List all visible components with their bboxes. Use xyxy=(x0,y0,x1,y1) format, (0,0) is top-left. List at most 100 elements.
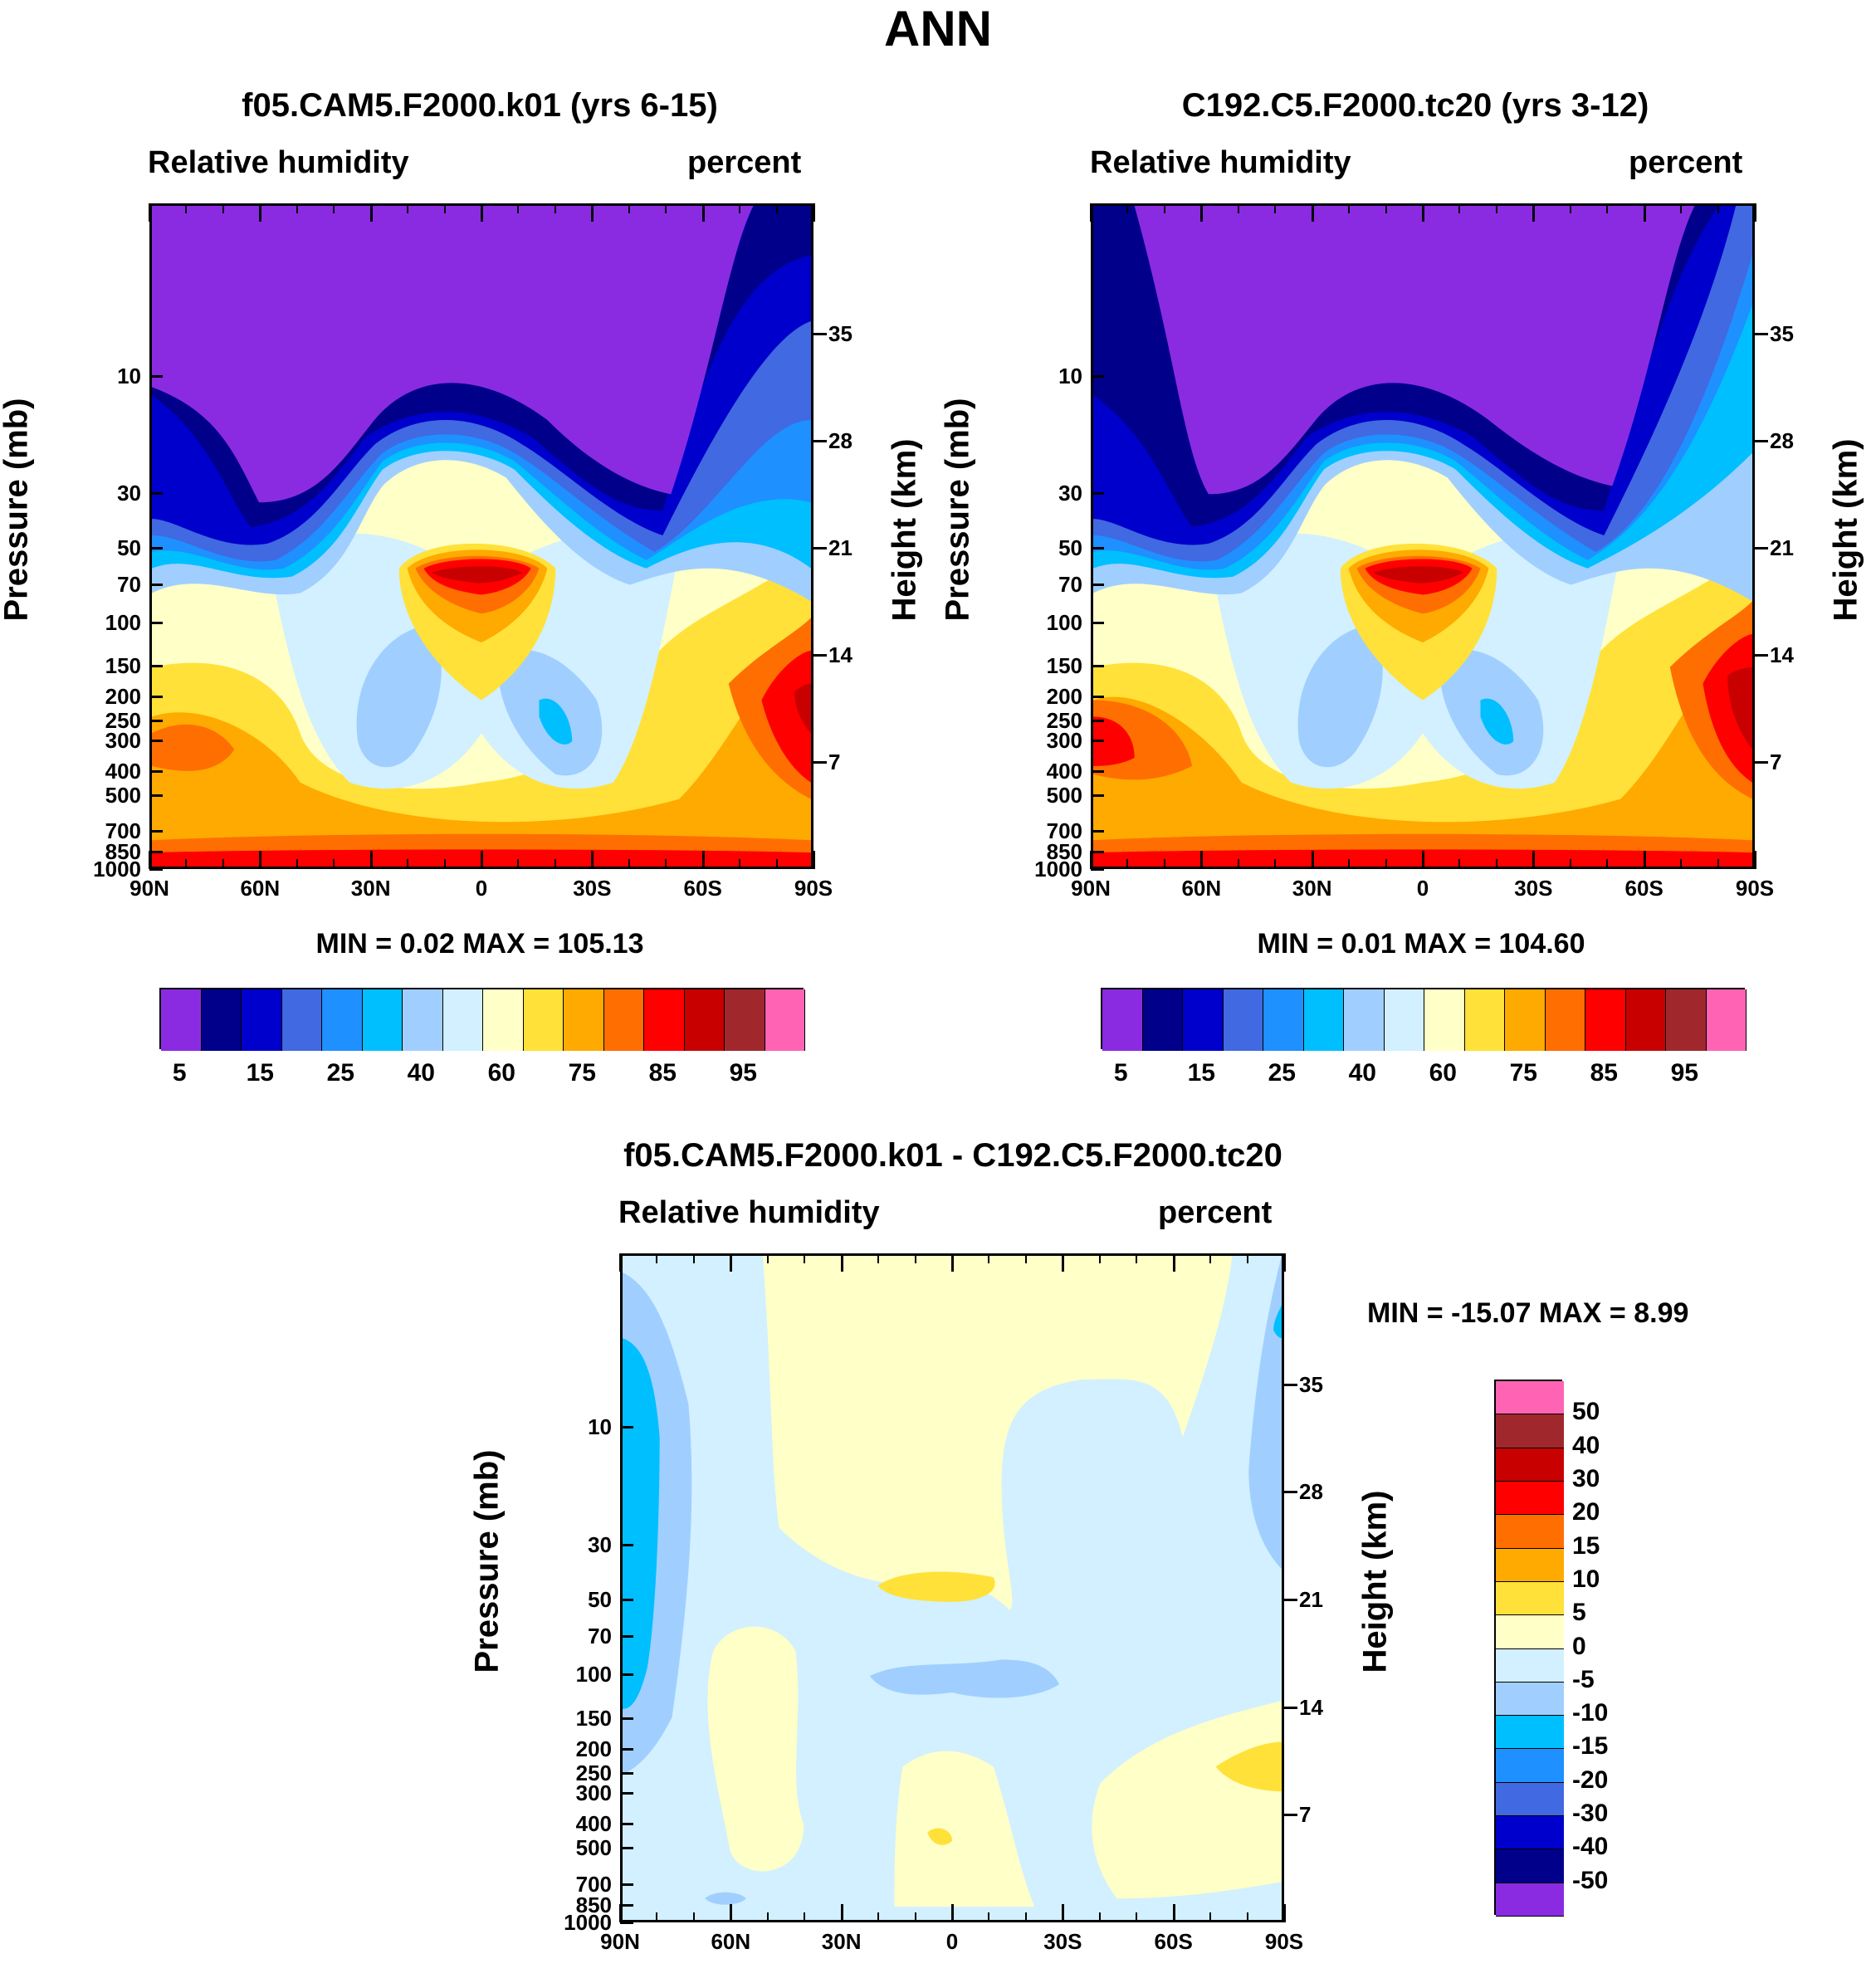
panel-c-pressure-tick-label: 300 xyxy=(575,1780,612,1805)
panel-b-lat-tick-label: 60N xyxy=(1181,876,1222,901)
panel-a-height-tick xyxy=(813,439,827,442)
panel-a-minor-tick xyxy=(665,203,667,213)
panel-b-colorbar-label: 95 xyxy=(1670,1059,1698,1087)
panel-c-lat-tick-bottom xyxy=(1172,1904,1175,1922)
panel-c-lat-tick-label: 30S xyxy=(1043,1929,1082,1954)
panel-b-minor-tick xyxy=(1569,203,1571,213)
panel-b-colorbar-label: 25 xyxy=(1268,1059,1296,1087)
panel-c-minor-tick xyxy=(877,1912,880,1922)
panel-b-pressure-tick-label: 1000 xyxy=(1034,857,1082,882)
panel-c-variable-label: Relative humidity xyxy=(618,1195,880,1230)
panel-a-lat-tick-bottom xyxy=(481,851,483,869)
panel-c-colorbar-label: -5 xyxy=(1572,1665,1595,1693)
panel-c-lat-tick-label: 60S xyxy=(1154,1929,1193,1954)
panel-a-pressure-tick xyxy=(149,621,163,624)
panel-c-minor-tick xyxy=(914,1253,916,1263)
panel-c-pressure-tick-label: 700 xyxy=(575,1871,612,1897)
panel-b-colorbar-swatch xyxy=(1706,989,1747,1051)
panel-c-colorbar-swatch xyxy=(1496,1481,1564,1516)
panel-b-height-tick-label: 28 xyxy=(1770,427,1794,453)
panel-a-lat-tick-label: 90S xyxy=(794,876,833,901)
panel-c-minor-tick xyxy=(877,1253,880,1263)
panel-a-minor-tick xyxy=(628,859,630,869)
panel-b-plot xyxy=(1091,203,1755,869)
panel-c-colorbar-label: 40 xyxy=(1572,1431,1600,1459)
panel-a-pressure-tick-label: 200 xyxy=(105,684,141,710)
panel-b-pressure-tick xyxy=(1091,720,1104,723)
panel-a-height-tick-label: 14 xyxy=(828,642,853,667)
panel-b-minor-tick xyxy=(1274,859,1277,869)
panel-a-lat-tick-label: 90N xyxy=(129,876,169,901)
panel-a-pressure-tick xyxy=(149,868,163,871)
panel-a-colorbar-swatch xyxy=(725,989,765,1051)
panel-c-minor-tick xyxy=(1209,1912,1212,1922)
panel-a-minor-tick xyxy=(222,203,224,213)
panel-c-colorbar-swatch xyxy=(1496,1648,1564,1683)
panel-c-minor-tick xyxy=(766,1912,769,1922)
panel-b-minor-tick xyxy=(1348,859,1351,869)
panel-b-pressure-tick-label: 50 xyxy=(1058,535,1082,561)
panel-a-pressure-tick xyxy=(149,720,163,723)
panel-c-pressure-tick-label: 200 xyxy=(575,1736,612,1762)
panel-a-colorbar-label: 85 xyxy=(648,1059,677,1087)
panel-a-pressure-tick-label: 50 xyxy=(117,535,141,561)
panel-a-pressure-tick xyxy=(149,769,163,773)
panel-a-pressure-tick-label: 30 xyxy=(117,481,141,506)
panel-b-pressure-tick xyxy=(1091,739,1104,742)
panel-c-pressure-tick xyxy=(620,1673,633,1677)
panel-b-lat-tick-bottom xyxy=(1200,851,1204,869)
panel-c-colorbar-label: 30 xyxy=(1572,1464,1600,1492)
panel-b-pressure-tick xyxy=(1091,583,1104,586)
panel-a-minor-tick xyxy=(739,859,741,869)
panel-a-pressure-tick-label: 500 xyxy=(105,782,141,808)
panel-b-lat-tick-top xyxy=(1754,203,1756,222)
panel-a-lat-tick-top xyxy=(369,203,373,222)
panel-c-minor-tick xyxy=(804,1912,806,1922)
panel-a-pressure-tick xyxy=(149,696,163,699)
panel-b-colorbar-label: 40 xyxy=(1348,1059,1376,1087)
panel-b-pressure-tick xyxy=(1091,665,1104,668)
panel-a-colorbar-label: 95 xyxy=(729,1059,757,1087)
panel-a-pressure-tick xyxy=(149,547,163,550)
panel-c-title: f05.CAM5.F2000.k01 - C192.C5.F2000.tc20 xyxy=(623,1137,1282,1174)
panel-c-colorbar-swatch xyxy=(1496,1381,1564,1415)
panel-a-colorbar-swatch xyxy=(281,989,322,1051)
panel-c-pressure-tick xyxy=(620,1922,633,1924)
panel-c-colorbar-swatch xyxy=(1496,1515,1564,1549)
panel-a-minor-tick xyxy=(222,859,224,869)
panel-c-lat-tick-label: 30N xyxy=(821,1929,862,1954)
panel-b-pressure-tick-label: 500 xyxy=(1046,782,1082,808)
panel-b-height-tick-label: 7 xyxy=(1770,749,1782,774)
panel-a-minor-tick xyxy=(296,859,298,869)
panel-c-height-tick xyxy=(1284,1491,1297,1494)
panel-c-lat-tick-top xyxy=(1172,1253,1175,1272)
panel-c-lat-tick-bottom xyxy=(619,1904,622,1922)
panel-a-height-tick xyxy=(813,332,827,335)
panel-c-height-tick xyxy=(1284,1383,1297,1386)
panel-b-minor-tick xyxy=(1237,203,1239,213)
panel-b-lat-tick-bottom xyxy=(1754,851,1756,869)
panel-a-pressure-tick-label: 250 xyxy=(105,708,141,734)
panel-c-lat-tick-bottom xyxy=(730,1904,733,1922)
panel-c-height-tick-label: 28 xyxy=(1299,1479,1323,1505)
panel-c-pressure-tick xyxy=(620,1772,633,1775)
panel-c-pressure-tick xyxy=(620,1883,633,1886)
panel-b-minor-tick xyxy=(1717,203,1719,213)
panel-a-colorbar xyxy=(159,988,805,1051)
panel-c-pressure-tick xyxy=(620,1748,633,1751)
panel-b-lat-tick-label: 90S xyxy=(1735,876,1775,901)
panel-c-y2label: Height (km) xyxy=(1356,1490,1394,1673)
panel-b-pressure-tick-label: 250 xyxy=(1046,708,1082,734)
panel-c-pressure-tick-label: 150 xyxy=(575,1705,612,1731)
panel-c-minor-tick xyxy=(1246,1912,1248,1922)
panel-b-height-tick-label: 21 xyxy=(1770,535,1794,560)
panel-c-minor-tick xyxy=(1209,1253,1212,1263)
panel-c-minor-tick xyxy=(1098,1912,1101,1922)
panel-c-colorbar-label: -50 xyxy=(1572,1866,1609,1894)
panel-b-title: C192.C5.F2000.tc20 (yrs 3-12) xyxy=(1181,87,1649,124)
panel-b-colorbar-swatch xyxy=(1505,989,1546,1051)
panel-a-minor-tick xyxy=(554,203,556,213)
panel-a-pressure-tick-label: 150 xyxy=(105,653,141,679)
panel-c-colorbar-label: 10 xyxy=(1572,1565,1600,1593)
panel-b-minor-tick xyxy=(1458,859,1461,869)
